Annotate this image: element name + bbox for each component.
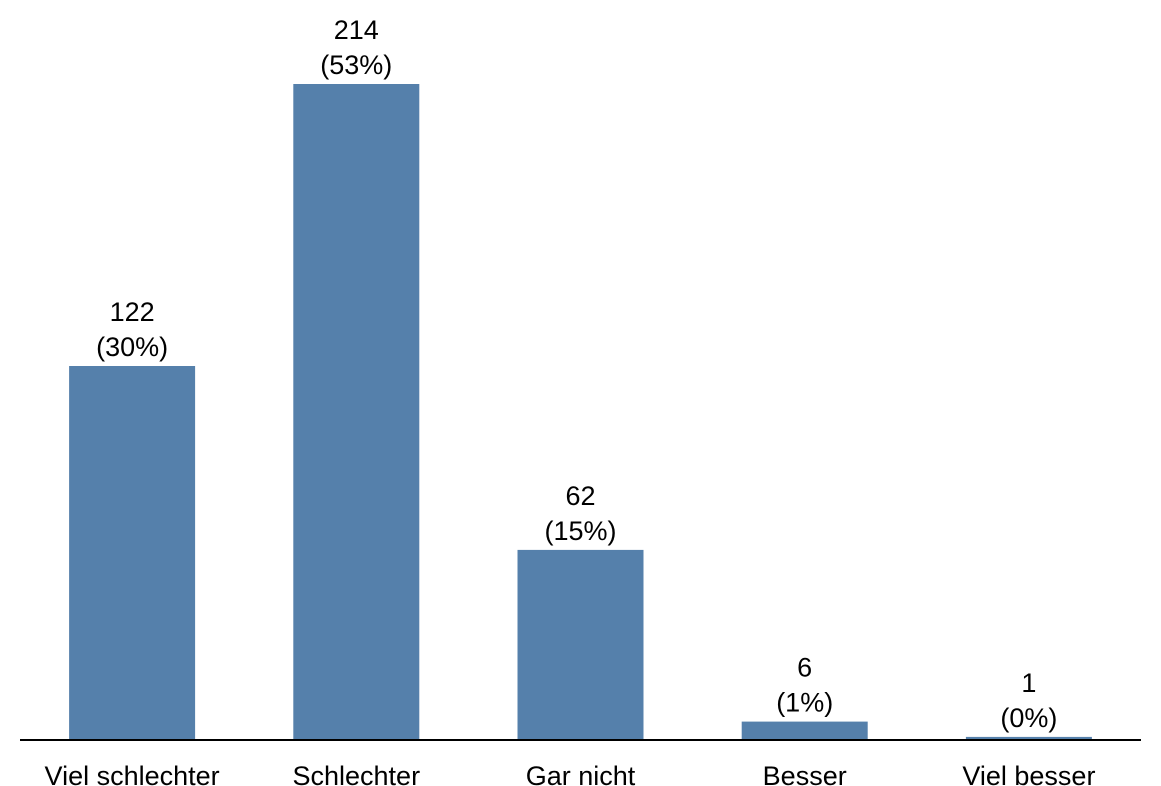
bars-group [69, 84, 1092, 740]
x-tick-label: Viel schlechter [45, 761, 220, 786]
x-tick-label: Gar nicht [526, 761, 636, 786]
bar-value-label: 1 [1021, 668, 1036, 698]
bar [741, 721, 868, 740]
bar [293, 84, 420, 740]
bar-value-label: 122 [110, 297, 155, 327]
x-tick-label: Viel besser [962, 761, 1095, 786]
bar-percent-label: (1%) [776, 688, 833, 718]
x-tick-labels-group: Viel schlechter Schlechter Gar nicht Besser… [45, 761, 1096, 786]
bar-value-label: 62 [565, 481, 595, 511]
bar [69, 366, 196, 740]
bar-percent-label: (30%) [96, 332, 168, 362]
value-labels-group: 122 (30%) 214 (53%) 62 (15%) 6 (1%) 1 (0%) [96, 15, 1057, 733]
bar-percent-label: (15%) [544, 516, 616, 546]
x-tick-label: Schlechter [293, 761, 421, 786]
bar-value-label: 6 [797, 653, 812, 683]
bar [965, 736, 1092, 740]
bar [517, 549, 644, 740]
bar-percent-label: (0%) [1000, 703, 1057, 733]
bar-value-label: 214 [334, 15, 379, 45]
bar-percent-label: (53%) [320, 50, 392, 80]
x-tick-label: Besser [763, 761, 847, 786]
